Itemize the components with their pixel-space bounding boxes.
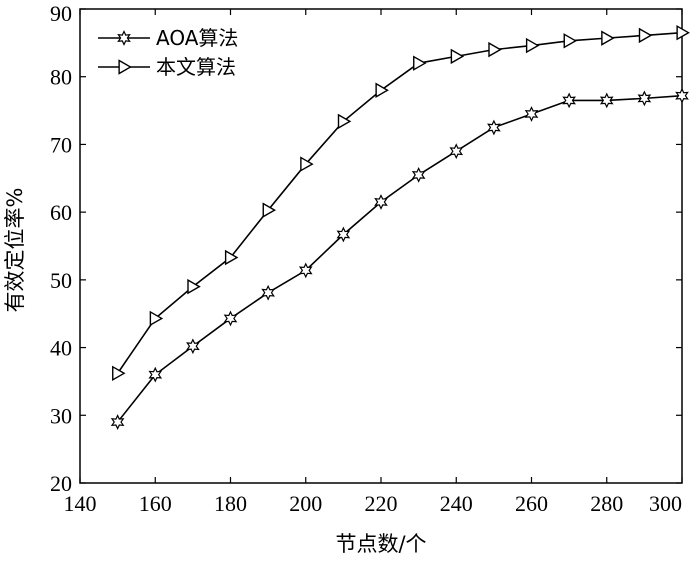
data-point-marker (637, 90, 652, 107)
series-1 (110, 87, 689, 430)
data-point-marker (638, 27, 653, 44)
x-tick-label: 140 (64, 491, 97, 516)
y-tick-label: 40 (50, 336, 72, 361)
series-line (116, 31, 683, 374)
data-point-marker (337, 113, 352, 130)
data-point-marker (563, 33, 578, 49)
data-point-marker (262, 202, 277, 218)
data-point-marker (562, 92, 576, 109)
y-tick-label: 60 (50, 200, 72, 225)
data-point-marker (186, 338, 200, 355)
y-tick-label: 90 (50, 1, 72, 26)
legend-label: AOA算法 (156, 26, 238, 50)
data-point-marker (601, 30, 615, 46)
data-point-marker (487, 119, 501, 136)
plot-area-frame (79, 8, 683, 484)
data-point-marker (224, 249, 239, 266)
data-point-marker (599, 92, 614, 109)
x-tick-label: 200 (289, 491, 322, 516)
series-2 (112, 24, 690, 382)
y-tick-label: 30 (50, 403, 72, 428)
data-point-marker (298, 262, 313, 279)
legend-item: AOA算法 (98, 26, 238, 50)
data-point-marker (110, 414, 125, 430)
x-axis-title: 节点数/个 (335, 532, 426, 556)
x-tick-label: 260 (515, 491, 548, 516)
data-point-marker (450, 48, 465, 65)
data-point-marker (675, 87, 689, 104)
y-tick-label: 20 (50, 471, 72, 496)
x-tick-label: 220 (365, 491, 398, 516)
data-point-marker (149, 310, 164, 327)
data-point-marker (488, 41, 502, 58)
data-point-marker (261, 284, 275, 301)
data-point-marker (300, 156, 314, 172)
x-tick-label: 160 (139, 491, 172, 516)
y-tick-label: 80 (50, 65, 72, 90)
data-point-marker (187, 278, 201, 295)
data-point-marker (375, 82, 389, 98)
y-axis-title: 有效定位率% (3, 188, 27, 313)
y-tick-label: 50 (50, 268, 72, 293)
legend-marker (117, 30, 131, 46)
series-line (117, 94, 683, 423)
data-point-marker (411, 167, 426, 183)
data-point-marker (449, 143, 464, 160)
data-point-marker (336, 226, 351, 243)
x-tick-label: 280 (590, 491, 623, 516)
data-point-marker (223, 310, 238, 327)
x-tick-label: 300 (649, 491, 682, 516)
data-point-marker (374, 194, 388, 210)
data-point-marker (676, 24, 690, 41)
y-tick-label: 70 (50, 132, 72, 157)
x-tick-label: 180 (214, 491, 247, 516)
data-point-marker (148, 366, 163, 383)
data-point-marker (413, 55, 427, 71)
x-tick-label: 240 (440, 491, 473, 516)
legend-label: 本文算法 (156, 55, 236, 79)
legend-marker (118, 59, 132, 75)
data-point-marker (524, 106, 539, 122)
legend-item: 本文算法 (98, 55, 236, 79)
data-point-marker (112, 365, 126, 382)
data-point-marker (525, 37, 540, 54)
